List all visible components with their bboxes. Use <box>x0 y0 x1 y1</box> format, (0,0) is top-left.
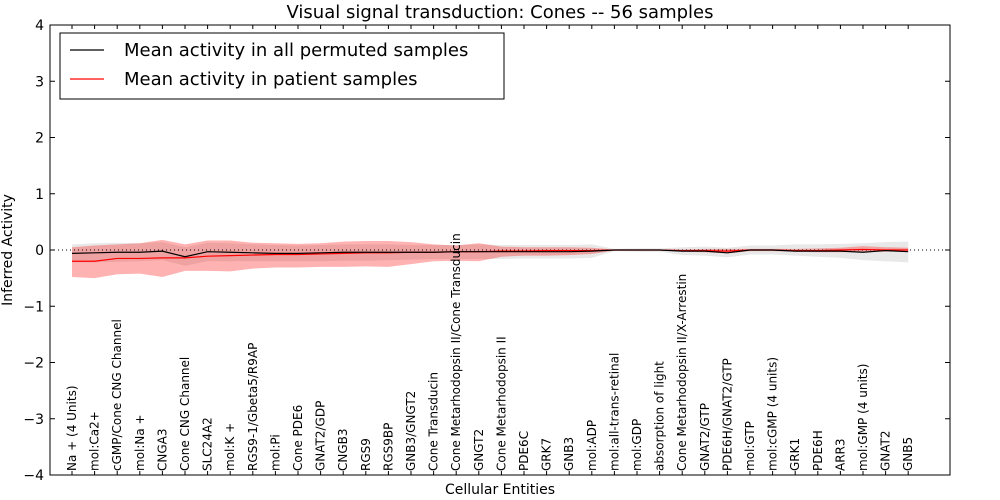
x-tick-label: Cone Metarhodopsin II <box>494 336 508 471</box>
x-tick-label: GNAT2/GDP <box>314 401 328 471</box>
x-tick-label: Cone Transducin <box>427 372 441 471</box>
x-tick-label: mol:GDP <box>630 419 644 471</box>
x-tick-label: CNGB3 <box>336 428 350 471</box>
legend-box <box>59 32 505 100</box>
x-axis: Na + (4 Units) mol:Ca2+ cGMP/Cone CNG Chan… <box>65 25 915 475</box>
x-axis-title: Cellular Entities <box>445 482 555 498</box>
x-tick-label: GRK1 <box>788 438 802 471</box>
x-tick-label: Cone Metarhodopsin II/Cone Transducin <box>449 233 463 471</box>
x-tick-label: mol:GMP (4 units) <box>856 364 870 471</box>
band-patient <box>72 239 909 279</box>
x-tick-label: PDE6H/GNAT2/GTP <box>720 358 734 471</box>
x-tick-label: PDE6C <box>517 431 531 471</box>
legend-label: Mean activity in patient samples <box>124 69 418 90</box>
x-tick-label: RGS9 <box>359 438 373 471</box>
x-tick-label: SLC24A2 <box>201 417 215 471</box>
y-tick-label: −2 <box>23 356 44 372</box>
x-tick-label: mol:ADP <box>585 420 599 471</box>
x-tick-label: GRK7 <box>540 438 554 471</box>
confidence-bands <box>72 239 909 279</box>
y-tick-label: −3 <box>23 412 44 428</box>
y-axis: 4 3 2 1 0 −1 −2 −3 −4 <box>23 18 950 484</box>
x-tick-label: mol:all-trans-retinal <box>607 353 621 471</box>
x-tick-label: Na + (4 Units) <box>65 385 79 471</box>
y-tick-label: −4 <box>23 468 44 484</box>
x-tick-label: mol:Na + <box>133 414 147 471</box>
x-tick-label: GNAT2/GTP <box>698 403 712 471</box>
x-tick-label: CNGA3 <box>155 429 169 472</box>
y-tick-label: 2 <box>35 131 44 147</box>
x-tick-label: PDE6H <box>811 430 825 471</box>
y-axis-title: Inferred Activity <box>0 194 16 306</box>
x-tick-label: ARR3 <box>833 438 847 471</box>
x-tick-label: GNB3/GNGT2 <box>404 391 418 471</box>
y-tick-label: 3 <box>35 74 44 90</box>
x-tick-label: GNGT2 <box>472 429 486 471</box>
x-tick-label: cGMP/Cone CNG Channel <box>110 319 124 471</box>
x-tick-label: mol:GTP <box>743 421 757 471</box>
x-tick-label: RGS9BP <box>381 423 395 471</box>
y-tick-label: 0 <box>35 243 44 259</box>
legend-label: Mean activity in all permuted samples <box>124 40 468 61</box>
x-tick-label: Cone Metarhodopsin II/X-Arrestin <box>675 274 689 471</box>
x-tick-label: mol:Pi <box>268 434 282 471</box>
chart-title: Visual signal transduction: Cones -- 56 … <box>286 2 713 23</box>
x-tick-label: Cone CNG Channel <box>178 357 192 471</box>
band-permuted <box>72 241 909 266</box>
x-tick-label: Cone PDE6 <box>291 405 305 471</box>
y-tick-label: 4 <box>35 18 44 34</box>
x-tick-label: GNAT2 <box>879 430 893 471</box>
x-tick-label: RGS9-1/Gbeta5/R9AP <box>246 343 260 471</box>
x-tick-label: mol:Ca2+ <box>88 411 102 471</box>
series-lines <box>71 248 909 262</box>
x-tick-label: GNB5 <box>901 437 915 471</box>
x-tick-label: GNB3 <box>562 437 576 471</box>
y-tick-label: −1 <box>23 299 44 315</box>
series-line-permuted <box>71 249 909 258</box>
x-tick-label: mol:cGMP (4 units) <box>766 357 780 471</box>
x-tick-label: absorption of light <box>653 361 667 471</box>
y-tick-label: 1 <box>35 187 44 203</box>
x-tick-label: mol:K + <box>223 423 237 471</box>
legend: Mean activity in all permuted samples Mea… <box>59 32 505 100</box>
